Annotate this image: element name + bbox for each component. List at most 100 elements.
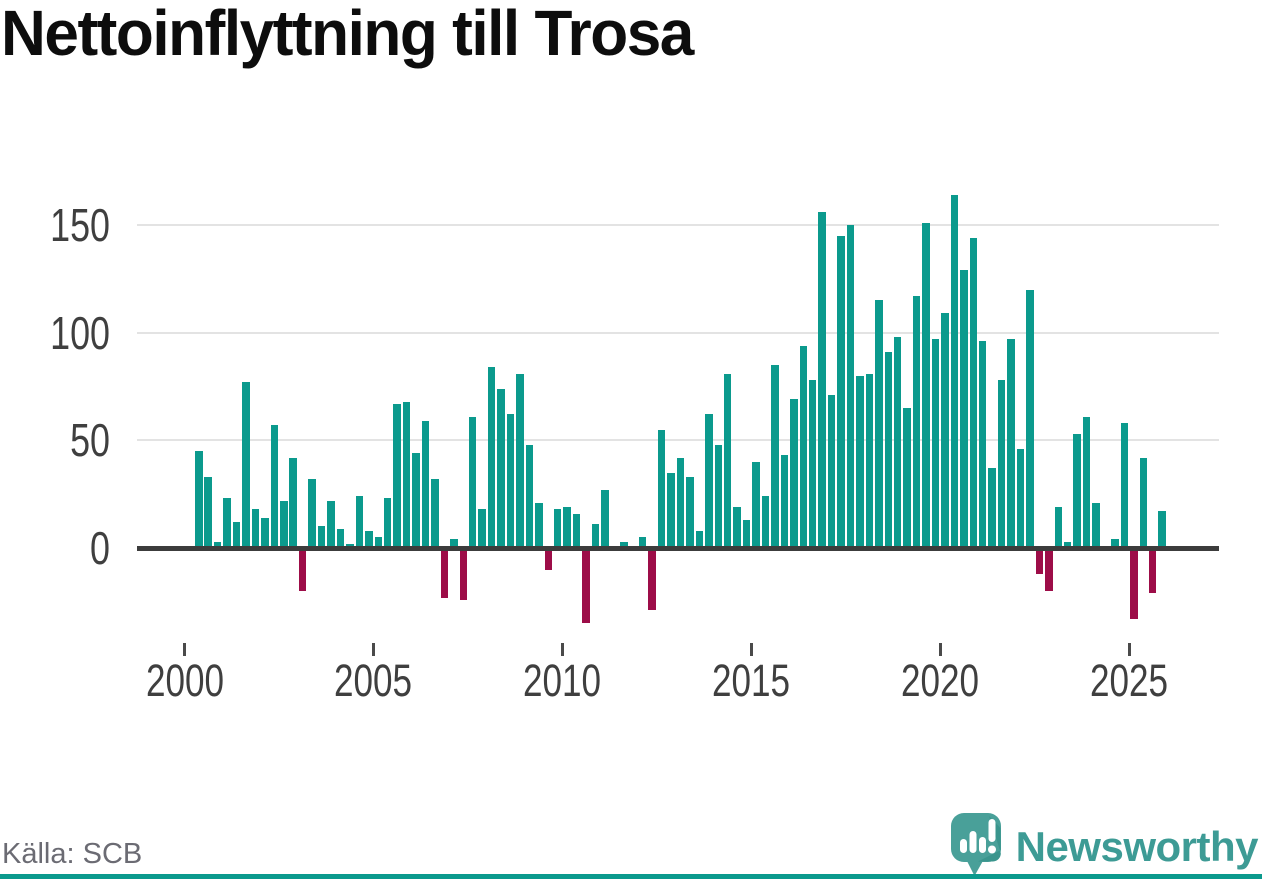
newsworthy-bubble-chart-icon (948, 810, 1004, 879)
bar-2003Q4 (327, 500, 335, 548)
y-axis-label-100: 100 (50, 306, 110, 359)
x-tick-2020 (938, 643, 942, 656)
bar-2001Q2 (232, 522, 241, 548)
x-tick-2005 (371, 643, 375, 656)
x-axis-label-2025: 2025 (1089, 655, 1169, 706)
bar-2012Q1 (638, 537, 647, 548)
bar-2016Q2 (799, 345, 808, 548)
newsworthy-wordmark: Newsworthy (1015, 822, 1259, 870)
gridline-100 (137, 331, 1219, 334)
bar-2010Q2 (572, 513, 581, 548)
x-axis-label-2005: 2005 (334, 655, 413, 706)
bar-2025Q1 (1130, 548, 1138, 620)
bar-2025Q4 (1158, 511, 1166, 548)
bar-2012Q2 (648, 548, 656, 611)
bar-2010Q4 (591, 524, 600, 548)
x-axis-label-2010: 2010 (523, 655, 602, 706)
bar-2017Q3 (846, 224, 855, 548)
bar-2005Q2 (383, 498, 392, 548)
y-axis-label-50: 50 (70, 414, 110, 467)
bar-2004Q1 (336, 528, 345, 548)
bar-2024Q1 (1092, 502, 1100, 548)
y-axis-label-0: 0 (90, 522, 110, 574)
bar-2012Q4 (667, 472, 675, 548)
bar-2007Q1 (450, 539, 458, 548)
bar-2017Q4 (856, 375, 864, 548)
bar-2013Q4 (705, 414, 713, 548)
bar-2009Q2 (535, 502, 543, 548)
bar-2020Q2 (950, 194, 959, 548)
bar-2000Q2 (195, 451, 203, 548)
source-note: Källa: SCB (2, 838, 143, 870)
bar-2022Q2 (1026, 289, 1034, 548)
bar-2008Q4 (516, 373, 524, 548)
bar-2018Q4 (893, 336, 902, 548)
bar-2023Q3 (1073, 433, 1081, 548)
bar-2015Q2 (761, 496, 770, 548)
chart-title: Nettoinflyttning till Trosa (1, 0, 694, 69)
bar-2018Q2 (875, 300, 883, 548)
bar-2024Q3 (1111, 539, 1119, 548)
bar-2007Q2 (459, 548, 467, 600)
bar-2002Q3 (280, 500, 288, 548)
bar-2020Q3 (960, 270, 968, 548)
bar-2010Q1 (563, 507, 571, 548)
bar-2019Q3 (922, 222, 930, 548)
bar-2006Q1 (412, 453, 420, 548)
bar-2019Q2 (912, 295, 921, 548)
bar-2015Q4 (780, 455, 789, 548)
bar-2023Q4 (1082, 416, 1091, 548)
x-axis-label-2000: 2000 (145, 655, 224, 706)
bar-2005Q3 (393, 403, 401, 548)
y-axis-label-150: 150 (50, 198, 110, 251)
bar-2021Q4 (1007, 339, 1015, 548)
bar-2015Q3 (771, 364, 779, 548)
bar-2006Q2 (421, 420, 430, 548)
bar-2019Q1 (903, 407, 911, 548)
bar-2001Q3 (242, 382, 250, 548)
bar-2003Q3 (317, 526, 326, 548)
bar-2015Q1 (752, 461, 760, 548)
bar-2022Q3 (1035, 548, 1044, 574)
bar-2000Q3 (204, 476, 212, 548)
bar-2003Q2 (308, 479, 316, 548)
bar-2012Q3 (657, 429, 666, 548)
bar-2008Q3 (506, 414, 515, 548)
bar-2013Q1 (676, 457, 685, 548)
bar-2007Q3 (468, 416, 477, 548)
bar-2018Q3 (884, 351, 893, 548)
bar-2016Q1 (790, 399, 798, 548)
bar-2000Q4 (213, 541, 222, 548)
bar-2013Q2 (686, 476, 694, 548)
bar-2013Q3 (695, 530, 704, 548)
bar-2001Q4 (251, 509, 260, 548)
bar-2008Q1 (487, 367, 496, 548)
bar-2025Q2 (1139, 457, 1148, 548)
bar-2002Q2 (270, 425, 279, 548)
bar-2008Q2 (497, 388, 505, 548)
bar-2009Q4 (553, 509, 562, 548)
bar-2002Q4 (289, 457, 297, 548)
bar-2002Q1 (261, 517, 269, 548)
bar-2023Q2 (1063, 541, 1072, 548)
bar-2016Q3 (808, 379, 817, 548)
bar-2017Q1 (827, 395, 836, 548)
x-axis-label-2015: 2015 (712, 655, 791, 706)
bar-2017Q2 (837, 235, 845, 548)
bar-2009Q1 (525, 444, 534, 548)
bottom-accent-border (0, 874, 1262, 879)
x-tick-2000 (183, 643, 186, 656)
bar-2018Q1 (865, 373, 874, 548)
bar-2011Q3 (620, 541, 628, 548)
bar-2005Q4 (402, 401, 411, 548)
x-tick-2015 (749, 643, 753, 656)
bar-2025Q3 (1148, 548, 1157, 594)
bar-2020Q1 (941, 313, 949, 548)
bar-2024Q4 (1120, 423, 1129, 548)
bar-2011Q1 (601, 489, 609, 548)
x-tick-2025 (1127, 643, 1131, 656)
x-tick-2010 (560, 643, 564, 656)
bar-2003Q1 (298, 548, 307, 592)
bar-2010Q3 (582, 548, 590, 624)
